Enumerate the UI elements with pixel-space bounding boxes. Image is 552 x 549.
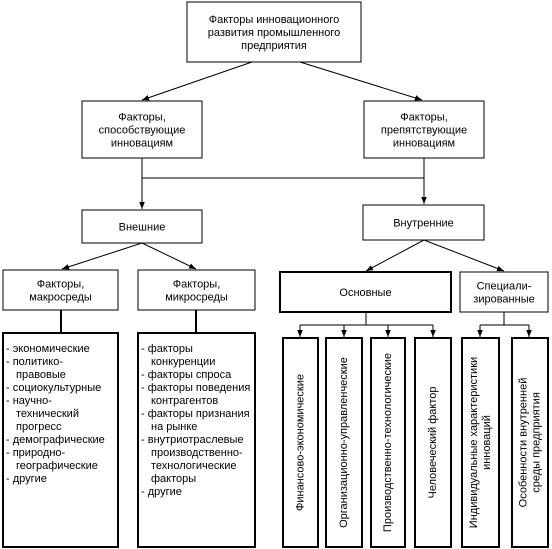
node: Специали-зированные	[459, 271, 549, 313]
node: Индивидуальные характеристики инноваций	[461, 337, 500, 548]
node-box	[137, 332, 256, 548]
node-label: макросреды	[29, 291, 92, 303]
list-item: технический	[16, 408, 79, 420]
list-item: - внутриотраслевые	[141, 434, 244, 446]
list-item: контрагентов	[151, 395, 218, 407]
node-box	[459, 271, 549, 313]
node-box	[137, 269, 256, 311]
node: Основные	[279, 271, 452, 313]
node-label: Внутренние	[393, 217, 454, 229]
vertical-label: Человеческий фактор	[427, 387, 439, 499]
node-label: Факторы инновационного	[209, 14, 340, 26]
list-item: - научно-	[6, 395, 52, 407]
node-box	[186, 1, 362, 63]
node: Внутренние	[362, 204, 485, 241]
vertical-label: Особенности внутренней	[517, 378, 529, 508]
node-box	[279, 271, 452, 313]
node-box	[282, 337, 319, 548]
node: Внешние	[81, 209, 203, 244]
node: Человеческий фактор	[414, 337, 452, 548]
list-item: производственно-	[151, 447, 243, 459]
list-item: - другие	[6, 473, 47, 485]
node-box	[325, 337, 363, 548]
vertical-label: Производственно-технологические	[382, 353, 394, 532]
node-box	[511, 337, 549, 548]
node-box	[370, 337, 406, 548]
list-item: правовые	[16, 369, 66, 381]
node-label: Факторы,	[173, 278, 221, 290]
list-item: - демографические	[6, 434, 105, 446]
list-item: технологические	[151, 460, 236, 472]
list-item: - факторы	[141, 343, 193, 355]
connectors	[60, 61, 532, 337]
node: Финансово-экономические	[282, 337, 319, 548]
vertical-label: среды предприятия	[530, 392, 542, 493]
node-box	[461, 337, 500, 548]
node-label: инновациям	[111, 137, 173, 149]
list-item: факторы	[151, 473, 196, 485]
node-label: развития промышленного	[208, 27, 341, 39]
node-label: Специали-	[477, 280, 532, 292]
list-item: - другие	[141, 486, 182, 498]
node-box	[2, 269, 119, 311]
vertical-label: Организационно-управленческие	[338, 357, 350, 528]
node-label: предприятия	[241, 40, 307, 52]
list-item: конкуренции	[151, 356, 215, 368]
node: Производственно-технологические	[370, 337, 406, 548]
list-item: - социокультурные	[6, 382, 101, 394]
vertical-label: Финансово-экономические	[294, 374, 306, 511]
node-label: инновациям	[393, 137, 455, 149]
node: Факторы,макросреды	[2, 269, 119, 311]
list-item: - политико-	[6, 356, 63, 368]
node-box	[363, 100, 485, 159]
node-label: микросреды	[165, 291, 228, 303]
node-label: зированные	[473, 293, 534, 305]
node-label: Основные	[339, 287, 391, 299]
list-item: - факторы поведения	[141, 382, 250, 394]
node-box	[2, 332, 119, 548]
node-box	[81, 209, 203, 244]
list-item: - факторы признания	[141, 408, 250, 420]
node-label: препятствующие	[381, 124, 467, 136]
list-item: - экономические	[6, 343, 90, 355]
vertical-label: Индивидуальные характеристики	[468, 357, 480, 528]
node-label: Факторы,	[118, 111, 166, 123]
list-item: - факторы спроса	[141, 369, 232, 381]
node-box	[81, 100, 203, 159]
node-box	[414, 337, 452, 548]
node: Особенности внутренней среды предприятия	[511, 337, 549, 548]
list-item: географические	[16, 460, 98, 472]
node-label: Факторы,	[37, 278, 85, 290]
node: - экономические- политико-правовые- соци…	[2, 332, 119, 548]
node: Факторы,микросреды	[137, 269, 256, 311]
list-item: прогресс	[16, 421, 62, 433]
list-item: - природно-	[6, 447, 66, 459]
node-label: способствующие	[99, 124, 186, 136]
vertical-label: инноваций	[481, 415, 493, 470]
list-item: на рынке	[151, 421, 197, 433]
node-label: Внешние	[119, 221, 166, 233]
node: Организационно-управленческие	[325, 337, 363, 548]
node-label: Факторы,	[400, 111, 448, 123]
node-box	[362, 204, 485, 241]
